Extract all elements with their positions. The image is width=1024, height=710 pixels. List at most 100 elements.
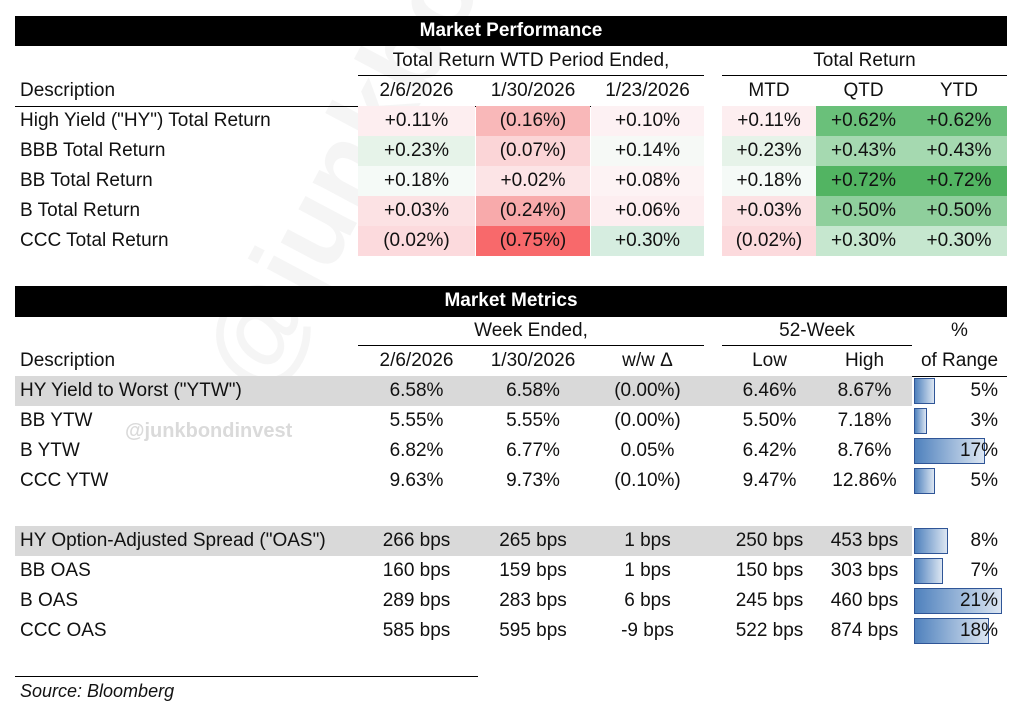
source-note: Source: Bloomberg	[20, 681, 175, 701]
performance-col-header: 2/6/2026	[379, 80, 454, 101]
metrics-cell: 265 bps	[499, 530, 567, 551]
performance-cell: (0.07%)	[476, 136, 590, 166]
range-percent: 5%	[970, 470, 998, 491]
performance-cell: +0.23%	[722, 136, 816, 166]
performance-col-header: QTD	[843, 80, 884, 101]
metrics-cell: (0.10%)	[614, 470, 681, 491]
metrics-cell: 9.63%	[389, 470, 444, 491]
metrics-cell: 5.55%	[389, 410, 444, 431]
range-bar	[914, 588, 1002, 614]
metrics-row-highlight	[15, 526, 912, 556]
metrics-cell: 150 bps	[735, 560, 804, 581]
metrics-cell: 6.42%	[742, 440, 797, 461]
week52-header: 52-Week	[779, 320, 855, 341]
performance-cell: +0.08%	[591, 166, 704, 196]
metrics-cell: 245 bps	[735, 590, 804, 611]
range-bar	[914, 618, 989, 644]
performance-col-header: 1/30/2026	[490, 80, 576, 101]
performance-row-label: BBB Total Return	[20, 140, 166, 161]
metrics-row-label: B OAS	[20, 590, 79, 611]
metrics-row-label: CCC YTW	[20, 470, 109, 491]
metrics-cell: 8.76%	[837, 440, 892, 461]
metrics-col-header: Low	[752, 350, 787, 371]
metrics-cell: 9.47%	[742, 470, 797, 491]
metrics-cell: 6.58%	[389, 380, 444, 401]
metrics-cell: 0.05%	[620, 440, 675, 461]
metrics-cell: 5.50%	[742, 410, 797, 431]
metrics-cell: 5.55%	[506, 410, 560, 431]
metrics-col-header: 2/6/2026	[379, 350, 454, 371]
watermark-small: @junkbondinvest	[125, 420, 293, 442]
performance-cell: +0.50%	[816, 196, 911, 226]
performance-description-rule	[15, 106, 368, 107]
metrics-cell: 9.73%	[506, 470, 560, 491]
performance-col-header: 1/23/2026	[605, 80, 690, 101]
metrics-row-label: HY Option-Adjusted Spread ("OAS")	[20, 530, 326, 551]
metrics-cell: 303 bps	[830, 560, 899, 581]
performance-cell: +0.06%	[591, 196, 704, 226]
performance-col-header: YTD	[940, 80, 978, 101]
metrics-cell: 595 bps	[499, 620, 567, 641]
performance-description-header: Description	[20, 80, 116, 101]
range-percent: 8%	[970, 530, 998, 551]
total-return-header: Total Return	[813, 50, 916, 71]
range-bar	[914, 378, 935, 404]
period-header-rule	[358, 75, 704, 76]
metrics-cell: 585 bps	[382, 620, 451, 641]
metrics-cell: 250 bps	[735, 530, 804, 551]
metrics-row-label: HY Yield to Worst ("YTW")	[20, 380, 242, 401]
performance-cell: (0.02%)	[722, 226, 816, 256]
range-bar	[914, 408, 927, 434]
metrics-cell: 160 bps	[382, 560, 451, 581]
performance-cell: +0.43%	[816, 136, 911, 166]
metrics-cell: 460 bps	[830, 590, 899, 611]
performance-cell: +0.43%	[911, 136, 1007, 166]
metrics-row-label: BB OAS	[20, 560, 91, 581]
metrics-row-label: B YTW	[20, 440, 80, 461]
range-bar	[914, 468, 935, 494]
performance-cell: +0.62%	[911, 106, 1007, 136]
performance-cell: +0.30%	[591, 226, 704, 256]
week-ended-header: Week Ended,	[474, 320, 588, 341]
metrics-row-highlight	[15, 376, 912, 406]
range-percent: 3%	[970, 410, 998, 431]
performance-cell: +0.03%	[722, 196, 816, 226]
metrics-cell: 289 bps	[382, 590, 451, 611]
performance-col-header: MTD	[748, 80, 790, 101]
performance-cell: (0.02%)	[358, 226, 475, 256]
metrics-title-rule	[15, 316, 1007, 317]
metrics-cell: 1 bps	[624, 530, 671, 551]
total-return-header-rule	[722, 75, 1007, 76]
metrics-cell: (0.00%)	[614, 410, 681, 431]
performance-cell: +0.10%	[591, 106, 704, 136]
week52-rule	[722, 345, 912, 346]
market-performance-title: Market Performance	[15, 16, 1007, 46]
performance-row-label: BB Total Return	[20, 170, 153, 191]
metrics-col-header: w/w Δ	[622, 350, 673, 371]
metrics-cell: 7.18%	[837, 410, 892, 431]
metrics-cell: 6.46%	[742, 380, 797, 401]
metrics-row-label: CCC OAS	[20, 620, 107, 641]
metrics-cell: 12.86%	[832, 470, 897, 491]
performance-row-label: High Yield ("HY") Total Return	[20, 110, 271, 131]
performance-cell: +0.30%	[911, 226, 1007, 256]
performance-row-label: B Total Return	[20, 200, 141, 221]
performance-cell: +0.02%	[476, 166, 590, 196]
metrics-cell: 874 bps	[830, 620, 899, 641]
performance-cell: +0.72%	[911, 166, 1007, 196]
metrics-cell: -9 bps	[621, 620, 674, 641]
metrics-cell: 6.58%	[506, 380, 560, 401]
performance-cell: +0.72%	[816, 166, 911, 196]
metrics-cell: 522 bps	[735, 620, 804, 641]
metrics-cell: 266 bps	[382, 530, 451, 551]
metrics-col-header: of Range	[920, 350, 999, 371]
performance-cell: (0.16%)	[476, 106, 590, 136]
range-percent: 17%	[959, 440, 998, 461]
metrics-cell: 1 bps	[624, 560, 671, 581]
performance-cell: +0.23%	[358, 136, 475, 166]
pct-header: %	[951, 320, 968, 341]
performance-cell: (0.75%)	[476, 226, 590, 256]
range-percent: 5%	[970, 380, 998, 401]
range-percent: 21%	[959, 590, 998, 611]
metrics-subheader-rule	[479, 345, 587, 346]
